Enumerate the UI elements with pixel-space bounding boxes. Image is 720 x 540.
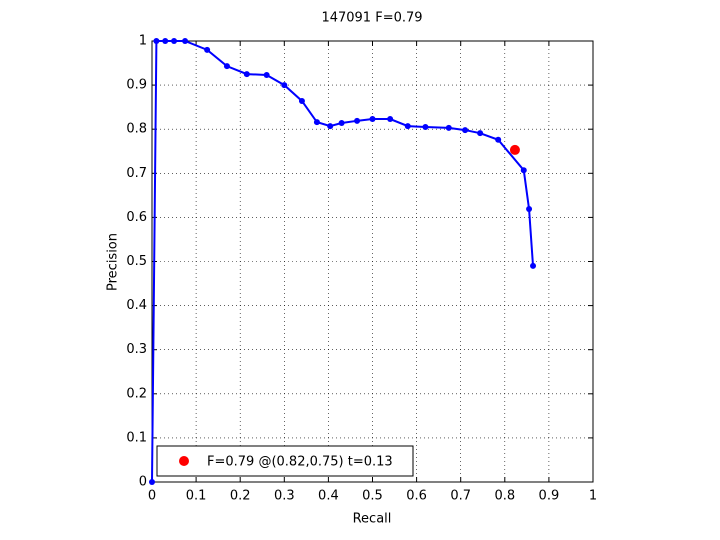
data-point — [477, 130, 484, 137]
x-tick-label: 0.2 — [230, 489, 251, 504]
x-tick-label: 0.5 — [362, 489, 383, 504]
data-point — [509, 144, 520, 155]
y-tick-label: 1 — [139, 34, 147, 49]
data-point — [462, 127, 469, 134]
x-tick-label: 1 — [589, 489, 597, 504]
chart-title: 147091 F=0.79 — [321, 11, 422, 26]
data-point — [404, 123, 411, 130]
data-point — [204, 46, 211, 53]
x-tick-label: 0.7 — [450, 489, 471, 504]
data-point — [171, 38, 178, 44]
data-point — [298, 97, 305, 104]
data-point — [223, 63, 230, 70]
y-axis-label: Precision — [106, 233, 121, 291]
data-point — [530, 262, 537, 269]
y-tick-label: 0.3 — [126, 342, 147, 357]
data-point — [327, 123, 334, 130]
y-tick-label: 0.4 — [126, 298, 147, 313]
data-point — [526, 206, 533, 213]
legend-box — [156, 445, 414, 477]
data-point — [153, 38, 160, 44]
x-tick-label: 0.9 — [539, 489, 560, 504]
y-tick-label: 0.8 — [126, 122, 147, 137]
y-tick-label: 0.1 — [126, 430, 147, 445]
data-point — [162, 38, 169, 44]
y-tick-label: 0.9 — [126, 78, 147, 93]
data-point — [354, 117, 361, 124]
y-tick-label: 0 — [139, 475, 147, 490]
y-tick-label: 0.7 — [126, 166, 147, 181]
data-point — [338, 120, 345, 127]
y-tick-label: 0.5 — [126, 254, 147, 269]
x-tick-label: 0.6 — [406, 489, 427, 504]
data-point — [313, 119, 320, 126]
y-tick-label: 0.6 — [126, 210, 147, 225]
legend-marker — [179, 456, 189, 466]
x-tick-label: 0 — [148, 489, 156, 504]
legend: F=0.79 @(0.82,0.75) t=0.13 — [156, 445, 414, 477]
data-point — [149, 479, 155, 485]
x-tick-label: 0.3 — [274, 489, 295, 504]
data-point — [263, 71, 270, 78]
data-point — [369, 116, 376, 123]
data-point — [243, 71, 250, 78]
legend-label: F=0.79 @(0.82,0.75) t=0.13 — [207, 455, 393, 470]
x-tick-label: 0.4 — [318, 489, 339, 504]
data-point — [520, 167, 527, 174]
data-point — [281, 82, 288, 89]
data-point — [422, 123, 429, 130]
data-point — [387, 116, 394, 123]
x-tick-label: 0.1 — [186, 489, 207, 504]
x-tick-label: 0.8 — [494, 489, 515, 504]
data-point — [495, 136, 502, 143]
plot-frame — [151, 40, 594, 483]
data-point — [182, 38, 189, 44]
data-point — [445, 124, 452, 131]
x-axis-label: Recall — [353, 512, 392, 527]
y-tick-label: 0.2 — [126, 386, 147, 401]
